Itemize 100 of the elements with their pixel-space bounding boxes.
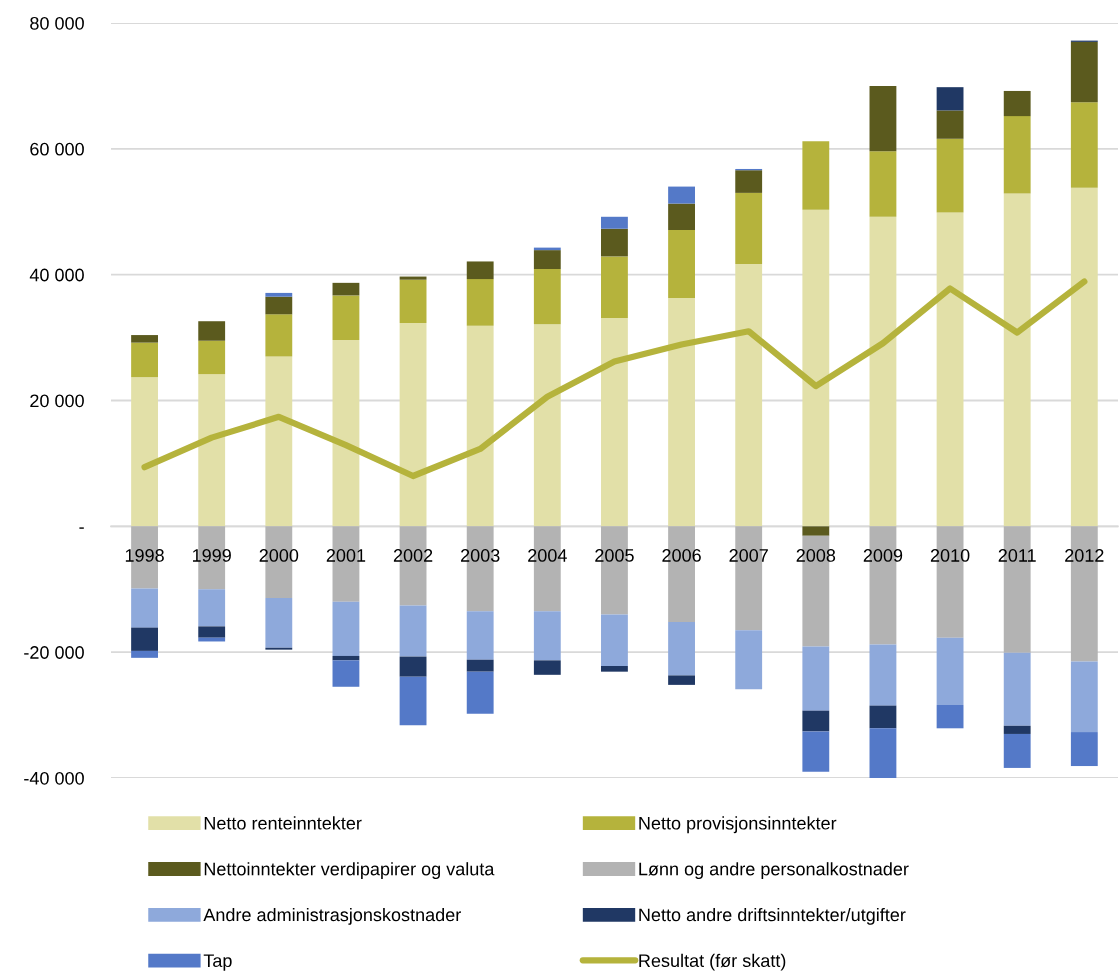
- bar: [466, 279, 494, 326]
- x-tick-label: 2000: [259, 549, 299, 562]
- bar: [265, 292, 293, 297]
- bar: [399, 276, 427, 280]
- bar: [601, 614, 628, 667]
- bar: [131, 335, 158, 343]
- bar: [1070, 661, 1098, 733]
- bar: [668, 621, 695, 676]
- bar: [131, 342, 158, 378]
- bar: [198, 374, 226, 527]
- x-tick-label: 1999: [192, 549, 231, 562]
- bar: [265, 314, 293, 357]
- bar: [466, 671, 494, 714]
- bar: [869, 705, 897, 729]
- bar: [802, 209, 830, 527]
- bar: [1003, 116, 1031, 194]
- bar: [399, 279, 427, 324]
- x-tick-label: 2001: [326, 549, 366, 562]
- bar: [1003, 725, 1031, 734]
- bar: [936, 637, 964, 706]
- x-tick-label: 2005: [595, 549, 634, 562]
- bar: [735, 263, 763, 527]
- bar: [601, 666, 628, 672]
- bar: [802, 710, 830, 732]
- legend-label: Nettoinntekter verdipapirer og valuta: [204, 862, 495, 879]
- bar: [131, 650, 158, 658]
- x-tick-label: 2003: [461, 549, 500, 562]
- y-tick-label: 60 000: [30, 142, 84, 156]
- bar: [1070, 41, 1098, 103]
- legend-label: Netto renteinntekter: [204, 816, 362, 830]
- bar: [1003, 652, 1031, 726]
- legend-label: Lønn og andre personalkostnader: [639, 862, 909, 879]
- bar: [601, 216, 628, 229]
- bar: [869, 728, 897, 778]
- bar: [131, 377, 158, 527]
- bar: [1070, 732, 1098, 767]
- bar: [399, 605, 427, 657]
- bar: [1003, 193, 1031, 527]
- bar: [533, 660, 561, 675]
- x-tick-label: 2007: [729, 549, 768, 562]
- bar: [668, 203, 695, 230]
- bar: [668, 186, 695, 204]
- legend-label: Tap: [203, 954, 232, 971]
- bar: [265, 356, 293, 527]
- bar: [735, 192, 763, 264]
- bar: [1003, 90, 1031, 117]
- x-tick-label: 2002: [393, 549, 433, 562]
- x-tick-label: 2011: [998, 549, 1036, 562]
- bar: [399, 676, 427, 726]
- bar: [936, 110, 964, 139]
- bar: [869, 151, 897, 217]
- x-tick-label: 2006: [662, 549, 701, 562]
- y-tick-label: -40 000: [24, 771, 84, 785]
- x-tick-label: 2012: [1065, 549, 1104, 562]
- legend-label: Resultat (før skatt): [639, 953, 786, 971]
- y-tick-label: 80 000: [30, 16, 84, 30]
- bar: [735, 630, 763, 690]
- bar: [668, 230, 695, 298]
- bar: [332, 340, 360, 527]
- bar: [869, 85, 897, 152]
- bar: [1070, 102, 1098, 188]
- bar: [399, 323, 427, 527]
- bar: [198, 321, 226, 341]
- bar: [399, 656, 427, 677]
- bar: [466, 659, 494, 672]
- bar: [668, 675, 695, 685]
- bar: [533, 250, 561, 269]
- bar: [332, 295, 360, 341]
- bar: [869, 216, 897, 527]
- bar: [869, 644, 897, 706]
- bar: [936, 87, 964, 111]
- bar: [1003, 733, 1031, 768]
- bar: [332, 601, 360, 656]
- bar: [466, 325, 494, 527]
- bar: [601, 256, 628, 319]
- legend-label: Netto andre driftsinntekter/utgifter: [639, 907, 906, 925]
- bar: [601, 318, 628, 527]
- bar: [131, 588, 158, 628]
- y-tick-label: 20 000: [30, 394, 84, 408]
- bar: [802, 646, 830, 711]
- bar: [533, 324, 561, 527]
- legend-label: Andre administrasjonskostnader: [203, 907, 461, 925]
- x-tick-label: 2008: [796, 549, 836, 562]
- x-tick-label: 2009: [863, 549, 903, 562]
- bar: [533, 611, 561, 661]
- bar: [802, 526, 830, 536]
- bar: [466, 261, 494, 280]
- bar: [198, 340, 226, 375]
- bar: [265, 598, 293, 648]
- bar: [131, 627, 158, 651]
- bar: [332, 282, 360, 296]
- bar: [601, 228, 628, 257]
- x-tick-label: 2010: [930, 549, 970, 562]
- y-tick-label: -: [79, 527, 84, 529]
- bar: [265, 296, 293, 315]
- y-tick-label: -20 000: [24, 646, 84, 659]
- bar: [936, 212, 964, 527]
- bar: [936, 705, 964, 729]
- bar: [936, 138, 964, 213]
- x-tick-label: 2004: [528, 549, 567, 562]
